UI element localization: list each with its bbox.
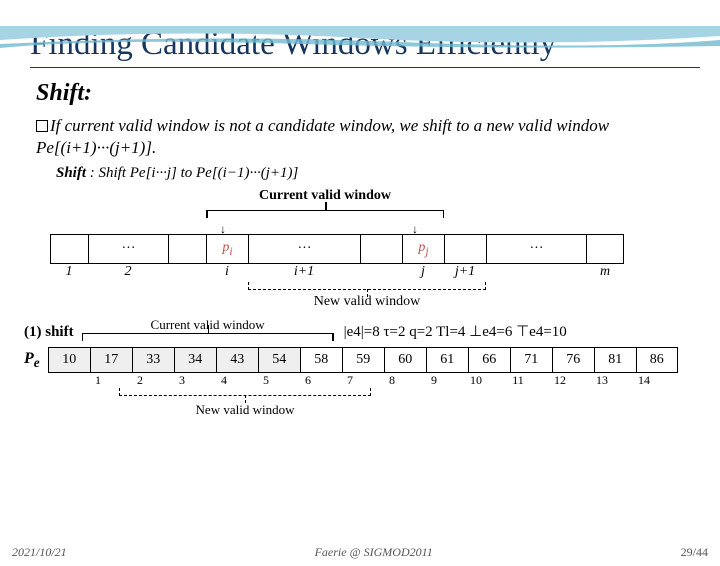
bottom-dashed-curly <box>248 282 486 290</box>
pe-index: 8 <box>371 373 413 388</box>
shift-heading: Shift: <box>36 80 720 107</box>
index-label: 1 <box>50 264 88 280</box>
pe-index: 10 <box>455 373 497 388</box>
pe-cell: 86 <box>636 347 678 373</box>
pe-index: 11 <box>497 373 539 388</box>
pe-cell: 61 <box>426 347 468 373</box>
cvw-curly <box>82 333 334 341</box>
shift-definition: Shift : Shift Pe[i···j] to Pe[(i−1)···(j… <box>56 165 720 182</box>
index-label: i <box>206 264 248 280</box>
pe-cell: 33 <box>132 347 174 373</box>
pe-index: 1 <box>77 373 119 388</box>
index-label <box>486 264 586 280</box>
pe-index: 9 <box>413 373 455 388</box>
window-index-row: 12 ii+1 jj+1 m <box>50 264 670 280</box>
pe-index: 4 <box>203 373 245 388</box>
box-cell <box>50 234 88 264</box>
index-label: j+1 <box>444 264 486 280</box>
decorative-wave <box>0 26 720 50</box>
window-boxes-row: ···pi···pj··· <box>50 234 670 264</box>
pe-index: 3 <box>161 373 203 388</box>
index-label <box>360 264 402 280</box>
index-label: i+1 <box>248 264 360 280</box>
pe-cell: 34 <box>174 347 216 373</box>
pe-cell: 66 <box>468 347 510 373</box>
pe-cell: 59 <box>342 347 384 373</box>
box-cell <box>360 234 402 264</box>
diagram-top: Current valid window ↓ ↓ ···pi···pj··· 1… <box>36 188 684 312</box>
shift1-label: (1) shift <box>24 324 74 341</box>
pe-cell: 60 <box>384 347 426 373</box>
pe-cell: 76 <box>552 347 594 373</box>
shift-def-label: Shift <box>56 165 86 181</box>
footer-page: 29/44 <box>681 545 708 560</box>
pe-cell: 71 <box>510 347 552 373</box>
pe-index: 14 <box>623 373 665 388</box>
arrow-down-icon: ↓ <box>220 222 226 237</box>
pe-label: Pe <box>24 350 40 371</box>
body-text-content: If current valid window is not a candida… <box>36 116 609 157</box>
index-label: 2 <box>88 264 168 280</box>
pe-index-row: 1234567891011121314 <box>77 373 720 388</box>
footer-date: 2021/10/21 <box>12 545 67 560</box>
pe-index: 13 <box>581 373 623 388</box>
box-cell: pi <box>206 234 248 264</box>
params-text: |e4|=8 τ=2 q=2 Tl=4 ⊥e4=6 ⊤e4=10 <box>344 322 567 341</box>
arrow-down-icon: ↓ <box>412 222 418 237</box>
box-cell: ··· <box>88 234 168 264</box>
pe-index: 7 <box>329 373 371 388</box>
box-cell <box>168 234 206 264</box>
box-cell: ··· <box>486 234 586 264</box>
top-curly <box>206 210 444 220</box>
pe-index: 12 <box>539 373 581 388</box>
index-label: j <box>402 264 444 280</box>
box-cell <box>444 234 486 264</box>
pe-index: 2 <box>119 373 161 388</box>
pe-cell: 54 <box>258 347 300 373</box>
nvw-label: New valid window <box>119 402 371 418</box>
body-text: If current valid window is not a candida… <box>36 115 684 159</box>
nvw-dashed-curly <box>119 388 371 396</box>
pe-cells: 101733344354585960616671768186 <box>48 347 678 373</box>
shift-example-section: (1) shift Current valid window |e4|=8 τ=… <box>24 322 696 341</box>
box-cell: ··· <box>248 234 360 264</box>
new-valid-window-label: New valid window <box>248 294 486 310</box>
pe-cell: 58 <box>300 347 342 373</box>
pe-index: 5 <box>245 373 287 388</box>
footer-venue: Faerie @ SIGMOD2011 <box>315 545 433 560</box>
index-label: m <box>586 264 624 280</box>
pe-cell: 17 <box>90 347 132 373</box>
pe-cell: 81 <box>594 347 636 373</box>
pe-cell: 10 <box>48 347 90 373</box>
footer: 2021/10/21 Faerie @ SIGMOD2011 29/44 <box>0 545 720 560</box>
box-cell: pj <box>402 234 444 264</box>
shift-def-body: Shift Pe[i···j] to Pe[(i−1)···(j+1)] <box>99 165 299 181</box>
bullet-box-icon <box>36 120 48 132</box>
box-cell <box>586 234 624 264</box>
pe-row: Pe 101733344354585960616671768186 <box>24 347 696 373</box>
pe-cell: 43 <box>216 347 258 373</box>
index-label <box>168 264 206 280</box>
pe-index: 6 <box>287 373 329 388</box>
